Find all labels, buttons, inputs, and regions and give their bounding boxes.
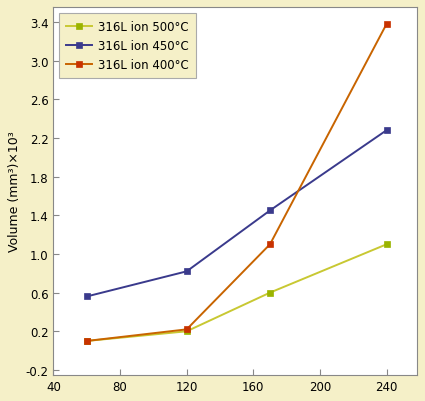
316L ion 450°C [384, 128, 389, 133]
316L ion 400°C [267, 242, 272, 247]
Line: 316L ion 500°C: 316L ion 500°C [84, 241, 390, 344]
316L ion 450°C [184, 269, 189, 274]
316L ion 400°C [384, 22, 389, 27]
316L ion 400°C [184, 327, 189, 332]
316L ion 500°C [384, 242, 389, 247]
316L ion 500°C [267, 290, 272, 295]
Line: 316L ion 400°C: 316L ion 400°C [84, 22, 390, 344]
316L ion 450°C [84, 294, 89, 299]
316L ion 450°C [267, 209, 272, 213]
Legend: 316L ion 500°C, 316L ion 450°C, 316L ion 400°C: 316L ion 500°C, 316L ion 450°C, 316L ion… [59, 14, 196, 79]
316L ion 500°C [184, 329, 189, 334]
316L ion 500°C [84, 339, 89, 344]
Y-axis label: Volume (mm³)×10³: Volume (mm³)×10³ [8, 132, 21, 252]
316L ion 400°C [84, 339, 89, 344]
Line: 316L ion 450°C: 316L ion 450°C [84, 128, 390, 300]
